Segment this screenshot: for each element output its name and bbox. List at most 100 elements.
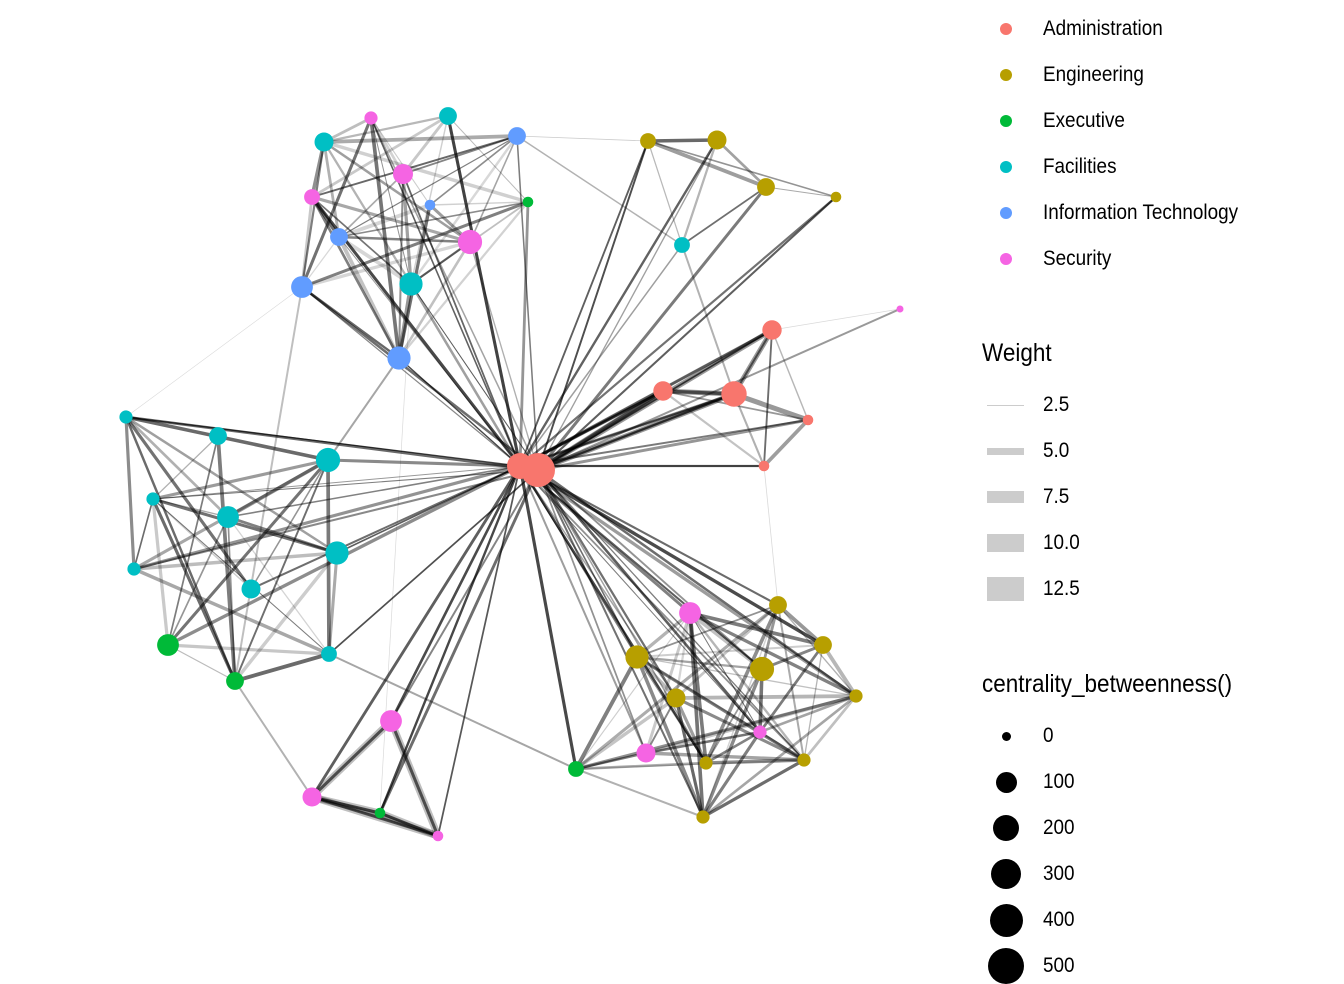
legend-dot-icon	[1000, 253, 1012, 265]
edge	[409, 134, 519, 286]
edge	[715, 138, 768, 189]
edge	[536, 195, 838, 472]
legend-item: Engineering	[970, 60, 1340, 90]
node-security	[896, 305, 904, 313]
edge	[390, 469, 539, 722]
edge	[310, 464, 522, 799]
edge	[310, 719, 393, 799]
edge	[429, 135, 518, 206]
centrality-label: 400	[1043, 908, 1075, 931]
legend-dot-icon	[1000, 161, 1012, 173]
node-security	[393, 164, 413, 184]
edge	[369, 116, 401, 360]
edge	[635, 643, 825, 659]
legend-label: Engineering	[1043, 63, 1144, 86]
centrality-legend-item: 300	[970, 859, 1340, 889]
node-facilities	[127, 562, 141, 576]
centrality-legend-item: 500	[970, 948, 1340, 984]
edge	[771, 308, 901, 331]
edge	[311, 135, 518, 198]
size-dot-icon	[995, 771, 1017, 793]
legend-item: Facilities	[970, 152, 1340, 182]
node-engineering	[769, 596, 787, 614]
node-engineering	[640, 133, 656, 149]
legend-dot-icon	[1000, 69, 1012, 81]
node-facilities	[314, 132, 334, 152]
edge	[518, 464, 780, 607]
edge	[644, 730, 762, 755]
edge	[536, 468, 762, 734]
edge	[152, 498, 330, 655]
edge	[133, 498, 154, 570]
centrality-label: 0	[1043, 724, 1054, 747]
weight-swatch	[987, 577, 1024, 601]
edge	[310, 114, 450, 199]
edge	[397, 172, 405, 360]
weight-swatch	[987, 491, 1024, 503]
edge	[397, 240, 472, 360]
legend-label: Security	[1043, 247, 1112, 270]
edge	[636, 604, 779, 658]
edge	[574, 696, 678, 771]
edge	[234, 680, 313, 798]
edge	[378, 811, 440, 838]
node-facilities	[209, 427, 227, 445]
edge	[167, 516, 229, 646]
legend-label: Information Technology	[1043, 201, 1239, 224]
weight-legend-item: 12.5	[970, 574, 1340, 604]
node-engineering	[849, 689, 863, 703]
edge	[167, 435, 219, 646]
centrality-legend-item: 400	[970, 903, 1340, 937]
edge	[370, 117, 412, 285]
node-facilities	[146, 492, 160, 506]
edge	[125, 286, 303, 418]
nodes-layer	[119, 107, 904, 842]
edge	[124, 415, 540, 472]
edge	[574, 761, 708, 771]
node-engineering	[699, 756, 713, 770]
edge	[536, 468, 858, 698]
legend-item: Executive	[970, 106, 1340, 136]
edge	[338, 135, 518, 238]
edge	[776, 603, 825, 647]
edge	[397, 200, 530, 360]
edge	[249, 464, 522, 591]
edge	[322, 140, 472, 244]
edge	[519, 244, 683, 467]
weight-label: 7.5	[1043, 485, 1070, 508]
node-security	[457, 229, 483, 255]
size-dot-icon	[991, 859, 1021, 889]
edge	[704, 758, 806, 765]
node-facilities	[217, 506, 239, 528]
edge	[401, 114, 450, 176]
edge	[322, 140, 413, 286]
edge	[802, 694, 858, 762]
edge	[758, 694, 858, 734]
edge	[535, 388, 666, 473]
node-executive	[374, 807, 386, 819]
edge	[152, 469, 539, 500]
edge	[402, 173, 521, 467]
edge	[337, 235, 413, 286]
node-security	[432, 830, 444, 842]
edge	[731, 391, 811, 423]
node-facilities	[399, 272, 423, 296]
edge	[337, 235, 472, 244]
edge	[575, 612, 691, 770]
edge	[322, 140, 341, 239]
edge	[328, 653, 577, 770]
edge	[516, 135, 683, 246]
edge	[409, 282, 522, 468]
edge	[300, 116, 373, 289]
node-facilities	[325, 541, 349, 565]
edge	[132, 464, 522, 571]
weight-swatch	[987, 447, 1024, 455]
edge	[301, 286, 521, 467]
node-information-technology	[508, 127, 526, 145]
legend: Administration Engineering Executive Facili…	[970, 0, 1344, 984]
edge	[216, 434, 237, 683]
edge	[763, 329, 773, 467]
node-information-technology	[387, 346, 411, 370]
node-administration	[653, 381, 673, 401]
edge	[152, 465, 521, 500]
